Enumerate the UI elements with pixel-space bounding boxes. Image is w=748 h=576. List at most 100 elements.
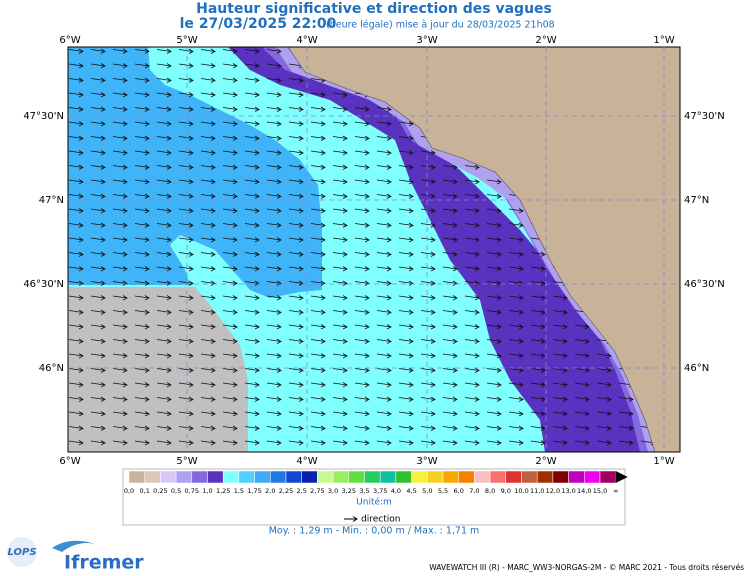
map-frame	[67, 46, 681, 453]
legend-label: 0,0	[124, 487, 134, 495]
legend-swatch	[238, 470, 255, 484]
legend-label: 5,5	[438, 487, 448, 495]
legend-swatch	[222, 470, 240, 484]
legend-label: 11,0	[530, 487, 544, 495]
ifremer-wave	[52, 540, 95, 552]
ifremer-logo: Ifremer	[64, 552, 144, 574]
legend-swatch	[317, 470, 334, 484]
lon-label-top: 2°W	[535, 35, 556, 46]
lat-label-right: 47°30'N	[684, 111, 725, 122]
legend-swatch	[427, 470, 444, 484]
legend-label: 4,5	[406, 487, 416, 495]
legend-label: 4,0	[391, 487, 401, 495]
update-note: (heure légale) mise à jour du 28/03/2025…	[326, 20, 555, 31]
legend-swatch	[364, 470, 381, 484]
legend-label: 8,0	[485, 487, 495, 495]
lon-label-top: 1°W	[653, 35, 674, 46]
direction-arrow	[344, 516, 358, 522]
legend-label: ∞	[613, 487, 618, 495]
legend-swatch	[552, 470, 569, 484]
legend-swatch	[285, 470, 302, 484]
title: Hauteur significative et direction des v…	[196, 1, 552, 17]
legend-swatch	[128, 470, 145, 484]
legend-label: 1,5	[234, 487, 244, 495]
legend-swatch	[191, 470, 208, 484]
legend-swatch	[160, 470, 177, 484]
legend-label: 1,0	[202, 487, 212, 495]
legend-label: 1,25	[216, 487, 230, 495]
lon-label-bottom: 2°W	[535, 456, 556, 467]
graticule	[68, 47, 680, 452]
lops-logo: LOPS	[7, 547, 36, 558]
lat-label-right: 46°N	[684, 363, 709, 374]
lat-label-right: 46°30'N	[684, 279, 725, 290]
lon-label-top: 5°W	[176, 35, 197, 46]
legend-swatch	[474, 470, 491, 484]
lon-label-bottom: 1°W	[653, 456, 674, 467]
land	[287, 47, 680, 452]
lon-label-top: 3°W	[416, 35, 437, 46]
legend-label: 6,0	[454, 487, 464, 495]
legend-label: 14,0	[577, 487, 591, 495]
legend-swatch	[395, 470, 412, 484]
legend-label: 12,0	[546, 487, 560, 495]
legend-label: 1,75	[247, 487, 261, 495]
legend-label: 5,0	[422, 487, 432, 495]
legend-label: 10,0	[514, 487, 528, 495]
legend-label: 13,0	[561, 487, 575, 495]
lat-label-left: 47°N	[39, 195, 64, 206]
legend-swatch	[270, 470, 287, 484]
legend-swatch	[348, 470, 365, 484]
legend-swatch	[175, 470, 193, 484]
legend-label: 3,5	[359, 487, 369, 495]
legend-swatch	[599, 470, 616, 484]
legend-label: 2,5	[297, 487, 307, 495]
stats: Moy. : 1,29 m - Min. : 0,00 m / Max. : 1…	[269, 526, 480, 537]
legend-label: 3,0	[328, 487, 338, 495]
footer: WAVEWATCH III (R) - MARC_WW3-NORGAS-2M -…	[429, 563, 744, 572]
lon-label-top: 4°W	[296, 35, 317, 46]
legend-swatch	[379, 470, 397, 484]
legend-label: 0,1	[140, 487, 150, 495]
legend-swatch	[144, 470, 161, 484]
legend-label: 0,5	[171, 487, 181, 495]
legend-label: 0,25	[153, 487, 167, 495]
legend-label: 3,75	[373, 487, 387, 495]
lon-label-bottom: 4°W	[296, 456, 317, 467]
legend-swatch	[254, 470, 271, 484]
legend-swatch	[489, 470, 507, 484]
lon-label-bottom: 3°W	[416, 456, 437, 467]
legend-swatch	[568, 470, 585, 484]
legend-label: 2,0	[265, 487, 275, 495]
map: 6°W 6°W 5°W 5°W 4°W 4°W 3°W 3°W 2°W 2°W 1°W 1°W 47°3…	[23, 35, 724, 467]
lat-label-right: 47°N	[684, 195, 709, 206]
legend-swatch	[505, 470, 522, 484]
legend-swatch	[442, 470, 459, 484]
legend-end	[615, 471, 628, 483]
legend-swatch	[301, 470, 318, 484]
lon-label-bottom: 6°W	[59, 456, 80, 467]
legend-swatch	[536, 470, 554, 484]
legend-swatch	[521, 470, 538, 484]
legend-swatch	[332, 470, 350, 484]
direction-label: direction	[361, 515, 400, 525]
legend-label: 2,25	[279, 487, 293, 495]
axis-labels: 6°W 6°W 5°W 5°W 4°W 4°W 3°W 3°W 2°W 2°W 1°W 1°W 47°3…	[23, 35, 724, 467]
lat-label-left: 46°N	[39, 363, 64, 374]
unit: Unité:m	[356, 497, 392, 508]
legend-label: 0,75	[185, 487, 199, 495]
legend: 0,0 0,1 0,25 0,5 0,75 1,0 1,25 1,5 1,75 2,0 2,25 2,…	[124, 470, 628, 495]
legend-label: 2,75	[310, 487, 324, 495]
legend-swatch	[207, 470, 224, 484]
lon-label-bottom: 5°W	[176, 456, 197, 467]
legend-label: 9,0	[501, 487, 511, 495]
lat-label-left: 46°30'N	[23, 279, 64, 290]
lon-label-top: 6°W	[59, 35, 80, 46]
legend-label: 15,0	[593, 487, 607, 495]
legend-label: 3,25	[342, 487, 356, 495]
legend-swatch	[411, 470, 428, 484]
lat-label-left: 47°30'N	[23, 111, 64, 122]
legend-swatch	[458, 470, 475, 484]
date: le 27/03/2025 22:00	[180, 16, 337, 32]
